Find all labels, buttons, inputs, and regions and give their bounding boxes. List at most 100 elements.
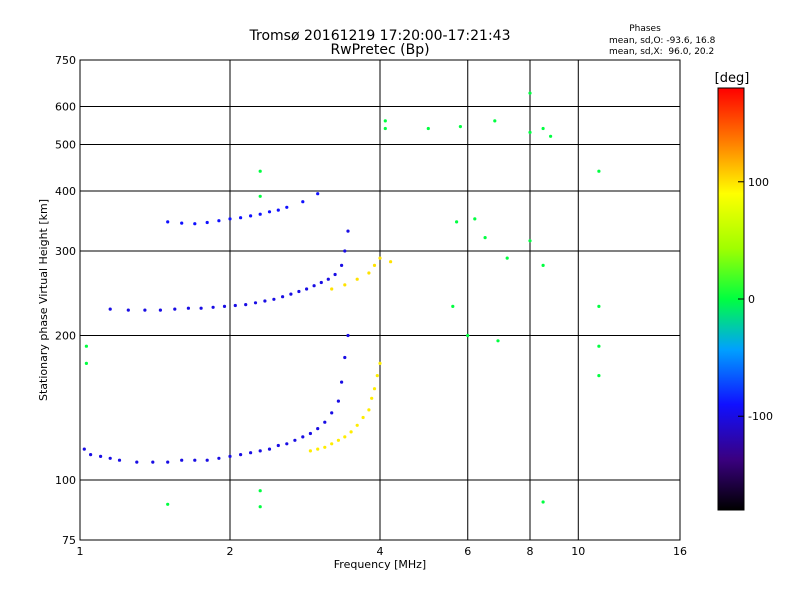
data-point [267,210,272,214]
phases-o-line: mean, sd,O: -93.6, 16.8 [609,36,716,46]
data-point [253,301,258,305]
data-point [308,449,312,453]
data-point [340,263,344,267]
data-point [383,126,387,131]
data-point [199,306,203,310]
x-tick-label: 8 [527,545,534,558]
data-point [84,361,88,365]
data-point [158,308,162,312]
data-point [205,458,209,462]
data-point [541,263,545,267]
data-point [340,380,344,384]
data-point [117,458,122,462]
data-point [228,454,232,458]
data-point [597,169,601,173]
data-point [493,119,497,123]
data-point [258,449,262,453]
data-point [244,303,248,307]
data-point [249,214,253,218]
data-point [267,447,272,451]
x-tick-label: 10 [571,545,585,558]
data-point [346,333,350,338]
phases-x-line: mean, sd,X: 96.0, 20.2 [609,47,714,57]
data-point [82,447,86,451]
data-point [193,458,197,462]
data-point [193,222,197,226]
data-point [361,415,365,420]
data-point [343,249,347,253]
data-point [528,91,532,95]
data-point [466,333,470,338]
data-point [166,502,170,506]
grid-lines [80,60,680,540]
data-point [308,431,312,436]
data-point [312,284,316,288]
data-point [89,453,93,457]
data-point [143,308,147,312]
y-tick-label: 600 [55,101,76,114]
data-point [258,169,262,173]
data-point [180,458,184,462]
data-point [367,271,371,275]
data-point [528,239,532,243]
data-point [151,460,155,464]
data-point [330,287,334,291]
data-point [258,212,262,216]
data-point [211,305,215,309]
data-point [281,295,285,299]
x-axis-ticks: 1 2 4 6 8 10 16 [77,545,688,558]
data-point [135,460,139,464]
data-point [239,453,243,457]
data-point [483,236,487,240]
x-tick-label: 1 [77,545,84,558]
data-point [276,208,280,212]
data-point [349,430,353,434]
data-point [205,220,209,225]
data-point [528,130,532,134]
data-point [323,420,327,424]
data-point [249,451,253,455]
y-axis-label: Stationary phase Virtual Height [km] [37,199,50,401]
data-point [541,126,545,131]
data-point [217,219,221,223]
data-point [166,460,170,464]
y-tick-label: 200 [55,330,76,343]
data-point [346,229,350,233]
data-point [239,216,243,220]
data-point [378,361,382,365]
colorbar-ticks: 100 0 -100 [738,176,773,423]
data-point [343,355,347,360]
data-point [597,374,601,378]
data-point [84,344,88,348]
data-point [458,125,462,129]
data-point [99,454,103,458]
data-point [258,194,262,198]
y-tick-label: 75 [62,534,76,547]
data-point [451,304,455,308]
data-point [316,192,320,196]
data-point [297,289,301,294]
data-point [258,505,262,509]
data-point [370,396,374,400]
data-point [355,277,359,281]
data-point [186,306,190,310]
data-point [285,205,289,209]
data-point [319,280,323,285]
x-tick-label: 16 [673,545,687,558]
y-axis-ticks: 75 100 200 300 400 500 600 750 [55,54,76,547]
colorbar-tick-label: -100 [748,410,773,423]
data-point [222,304,227,308]
data-point [108,456,112,460]
data-point [301,200,305,204]
data-point [336,438,340,442]
data-point [505,256,509,260]
data-point [289,292,293,296]
data-point [389,260,393,264]
data-point [473,217,477,221]
data-point [372,263,377,267]
data-point [180,221,184,225]
data-point [343,283,347,287]
data-point [258,489,262,493]
data-point [272,297,276,301]
data-points [82,91,601,509]
